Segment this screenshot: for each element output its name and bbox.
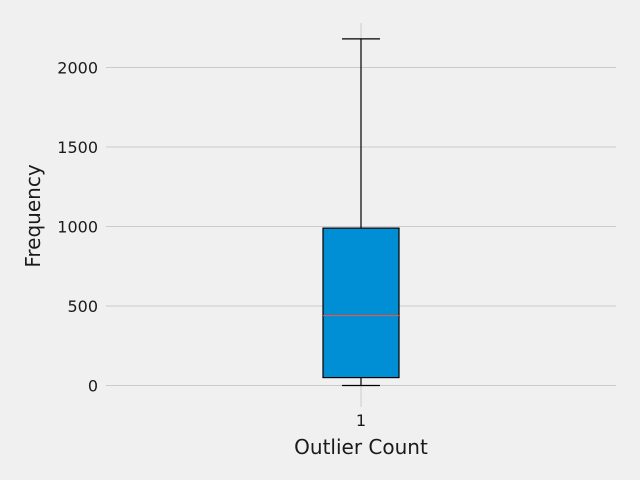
boxes-layer (322, 38, 400, 387)
x-tick-label: 1 (356, 411, 366, 430)
box-iqr (322, 227, 400, 379)
x-tick-labels: 1 (356, 411, 366, 430)
y-tick-label: 1500 (57, 138, 98, 157)
y-tick-labels: 0 500 1000 1500 2000 (57, 59, 98, 396)
y-tick-label: 500 (67, 297, 98, 316)
y-tick-label: 0 (88, 377, 98, 396)
x-axis-label: Outlier Count (294, 435, 428, 459)
y-tick-label: 1000 (57, 218, 98, 237)
y-axis-label: Frequency (21, 164, 45, 267)
y-tick-label: 2000 (57, 59, 98, 78)
